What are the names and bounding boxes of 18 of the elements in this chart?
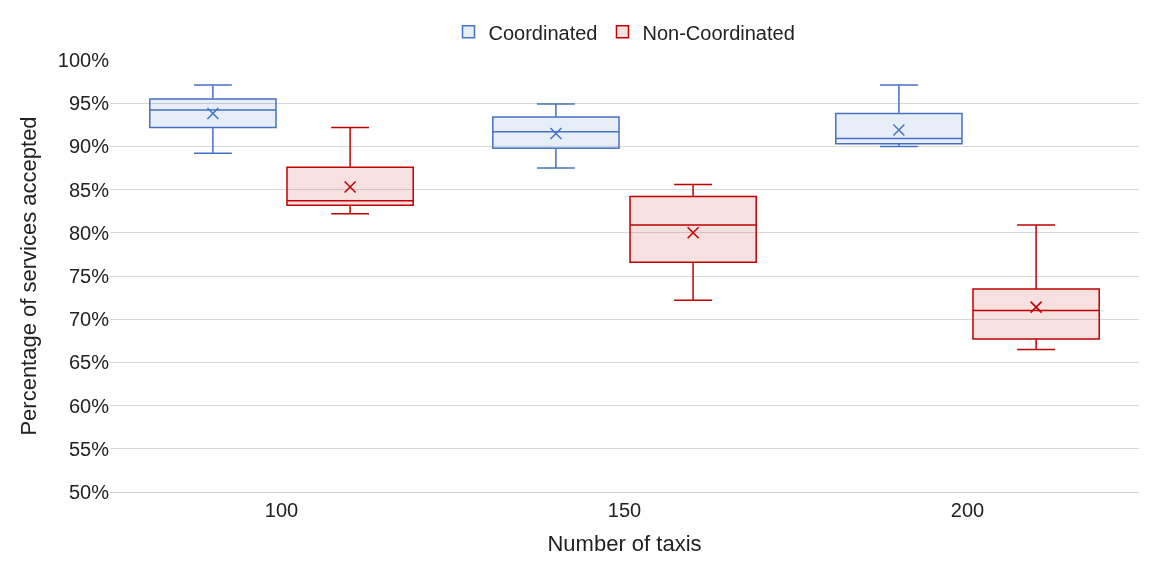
- y-tick-label: 95%: [68, 92, 110, 115]
- y-tick-label: 55%: [68, 437, 110, 460]
- y-tick-label: 100%: [57, 49, 110, 71]
- y-tick-label: 75%: [68, 265, 110, 287]
- y-tick-label: 80%: [68, 221, 110, 244]
- y-tick-label: 70%: [68, 308, 110, 331]
- y-tick-label: 65%: [68, 351, 110, 374]
- y-tick-label: 50%: [68, 481, 110, 503]
- y-tick-label: 85%: [68, 178, 110, 201]
- x-axis-title: Number of taxis: [547, 530, 702, 556]
- y-axis-title: Percentage of services accepted: [15, 116, 41, 436]
- legend-label: Non-Coordinated: [642, 21, 795, 44]
- legend-label: Coordinated: [488, 21, 598, 44]
- x-tick-label: 150: [607, 499, 642, 521]
- y-tick-label: 60%: [68, 394, 110, 417]
- y-tick-label: 90%: [68, 135, 110, 158]
- x-tick-label: 200: [950, 499, 985, 521]
- x-tick-label: 100: [264, 499, 299, 521]
